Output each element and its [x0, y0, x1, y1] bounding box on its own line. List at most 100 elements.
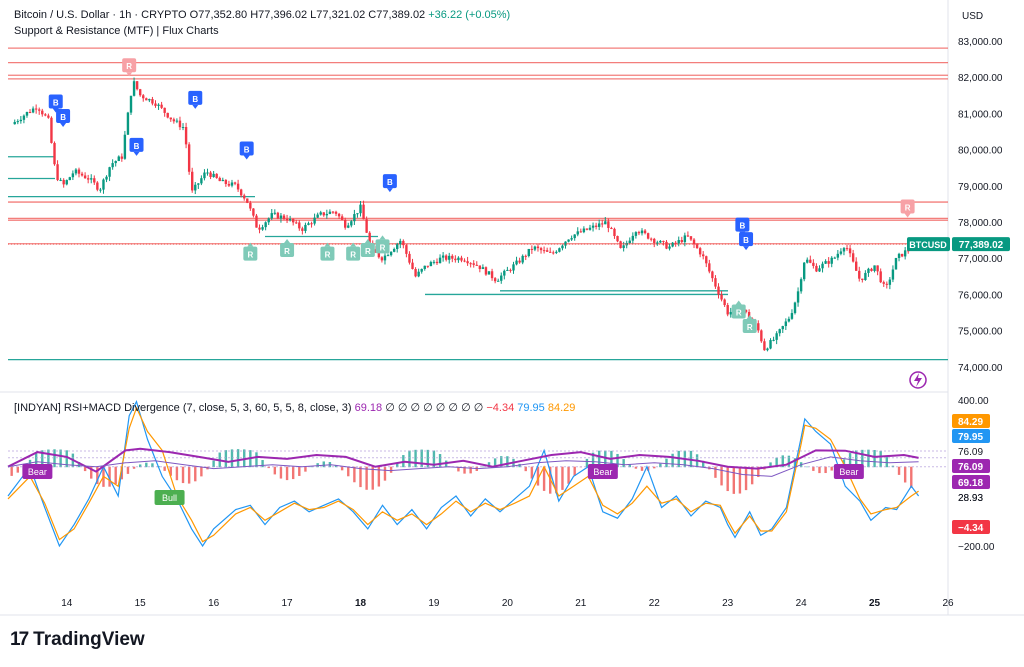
histogram-bar	[775, 457, 778, 468]
candle-body	[212, 173, 215, 178]
candle-body	[723, 299, 726, 306]
histogram-bar	[53, 449, 56, 468]
label-box	[735, 217, 750, 232]
candle-body	[714, 278, 717, 287]
sr-label-retest_sup: R	[346, 242, 361, 261]
candle-body	[604, 221, 607, 225]
histogram-bar	[634, 466, 638, 469]
histogram-bar	[181, 466, 185, 484]
label-pointer	[243, 155, 250, 160]
candle-body	[328, 211, 332, 214]
candle-body	[876, 265, 879, 272]
tradingview-logo-icon: 17	[10, 629, 29, 650]
histogram-bar	[347, 466, 350, 477]
candle-body	[628, 240, 631, 243]
histogram-bar	[187, 466, 191, 484]
candle-body	[65, 180, 68, 185]
histogram-bar	[457, 466, 460, 472]
candle-body	[322, 212, 325, 216]
osc-value-text: 79.95	[958, 432, 983, 443]
indicator-value: ∅	[445, 402, 459, 414]
histogram-bar	[524, 466, 527, 472]
candle-body	[766, 348, 769, 351]
candle-body	[708, 263, 711, 272]
label-text: B	[134, 142, 140, 151]
label-box	[129, 137, 144, 152]
candle-body	[233, 182, 237, 184]
osc-tick-label: −200.00	[958, 542, 995, 553]
time-tick-label: 16	[208, 598, 220, 609]
lightning-icon	[909, 371, 927, 389]
histogram-bar	[175, 466, 179, 481]
label-text: R	[350, 251, 356, 260]
candle-body	[28, 112, 32, 114]
candle-body	[466, 261, 469, 264]
candle-body	[356, 213, 359, 215]
candle-body	[536, 246, 540, 249]
histogram-bar	[114, 466, 117, 484]
candle-body	[677, 240, 680, 244]
osc-tick-label: 76.09	[958, 447, 983, 458]
btcusd-symbol-text: BTCUSD	[909, 240, 947, 250]
histogram-bar	[469, 466, 472, 474]
label-pointer	[904, 213, 911, 218]
candle-body	[365, 219, 368, 233]
candle-body	[640, 230, 644, 234]
candle-body	[851, 253, 855, 262]
histogram-bar	[169, 466, 172, 476]
indicator-value: ∅	[470, 402, 484, 414]
label-box	[280, 242, 295, 257]
histogram-bar	[640, 466, 644, 471]
candle-body	[787, 318, 791, 322]
candle-body	[585, 228, 589, 230]
label-box	[239, 141, 254, 156]
candle-body	[163, 107, 166, 113]
candle-body	[157, 104, 160, 106]
candle-body	[512, 264, 515, 271]
histogram-bar	[16, 466, 19, 473]
candle-body	[114, 160, 117, 164]
histogram-bar	[310, 466, 313, 468]
candle-body	[80, 173, 84, 176]
candle-body	[105, 176, 108, 180]
candle-body	[705, 256, 708, 264]
sr-label-break_bull: B	[188, 90, 203, 109]
candle-body	[138, 89, 142, 96]
sr-label-break_bull: B	[239, 141, 254, 160]
candle-body	[558, 248, 561, 252]
label-box	[900, 199, 915, 214]
histogram-bar	[414, 449, 417, 468]
candle-body	[270, 213, 273, 219]
candle-body	[126, 112, 130, 135]
histogram-bar	[812, 466, 815, 471]
price-tick-label: 77,000.00	[958, 254, 1003, 265]
candle-body	[796, 291, 800, 303]
candle-body	[619, 241, 622, 249]
histogram-bar	[861, 449, 864, 468]
sr-label-retest_res: R	[900, 199, 915, 218]
candle-body	[93, 178, 96, 183]
candle-body	[903, 250, 907, 257]
sr-label-retest_sup: R	[243, 242, 258, 261]
histogram-bar	[334, 464, 338, 468]
sr-label-retest_res: R	[122, 58, 137, 77]
price-tick-label: 83,000.00	[958, 37, 1003, 48]
candle-body	[509, 269, 512, 271]
candle-body	[206, 172, 209, 174]
sr-label-retest_sup: R	[360, 238, 375, 257]
candle-body	[123, 134, 127, 159]
candle-body	[221, 179, 225, 182]
candle-body	[845, 248, 849, 250]
osc-value-text: 84.29	[958, 417, 983, 428]
indicator-value: ∅	[407, 402, 421, 414]
sr-label-break_bull: B	[56, 108, 71, 127]
candle-body	[310, 223, 313, 225]
histogram-bar	[873, 450, 876, 468]
candle-body	[573, 234, 576, 239]
candle-body	[261, 227, 264, 230]
candle-body	[304, 224, 307, 231]
symbol-title: Bitcoin / U.S. Dollar · 1h · CRYPTO	[14, 9, 187, 21]
histogram-bar	[90, 466, 93, 479]
label-text: R	[126, 62, 132, 71]
